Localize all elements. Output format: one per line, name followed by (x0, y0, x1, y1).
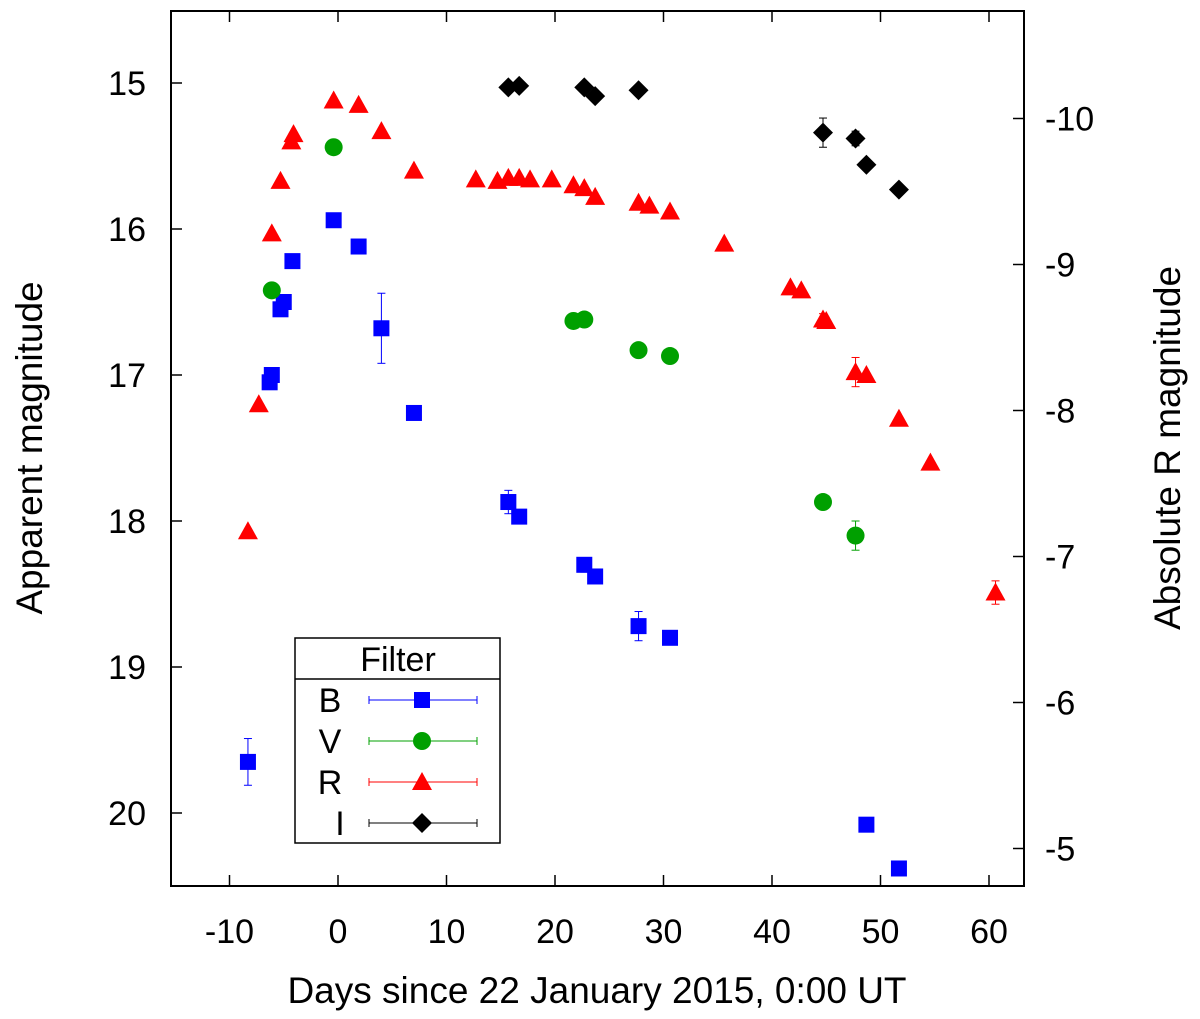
point-r (985, 582, 1006, 601)
x-tick-label: 0 (329, 913, 348, 951)
point-r (541, 169, 562, 188)
point-r (574, 178, 595, 197)
point-r (520, 169, 541, 188)
point-r (270, 170, 291, 189)
point-b (275, 294, 292, 310)
point-r (371, 121, 392, 140)
point-b (630, 618, 647, 635)
point-r (237, 521, 258, 540)
x-axis-ticks: -10 0 10 20 30 40 50 60 (205, 11, 1008, 951)
point-v (846, 526, 865, 545)
legend-label: I (335, 805, 344, 843)
point-r (348, 94, 369, 113)
x-tick-label: 20 (536, 913, 574, 951)
point-b (350, 238, 367, 255)
point-i (812, 122, 833, 143)
point-b (239, 753, 256, 770)
y2-tick-label: -10 (1045, 101, 1094, 139)
x-tick-label: 30 (645, 913, 683, 951)
legend-label: R (318, 764, 343, 802)
point-i (845, 128, 866, 149)
point-b (373, 320, 390, 337)
point-r (639, 195, 660, 214)
y2-tick-label: -9 (1045, 247, 1075, 285)
y-axis-ticks: 15 16 17 18 19 20 (108, 65, 182, 833)
point-b (511, 508, 528, 525)
y2-tick-label: -6 (1045, 685, 1075, 723)
point-v (813, 493, 832, 512)
x-tick-label: 60 (970, 913, 1008, 951)
point-i (509, 75, 530, 96)
point-r (660, 201, 681, 220)
point-b (662, 629, 679, 646)
legend-label: V (319, 723, 342, 761)
x-tick-label: -10 (205, 913, 254, 951)
point-r (920, 452, 941, 471)
point-v (629, 341, 648, 360)
y-tick-label: 15 (108, 65, 146, 103)
y2-axis-label: Absolute R magnitude (1147, 266, 1188, 630)
point-r (585, 186, 606, 205)
legend-marker-b (414, 692, 430, 708)
data-points (237, 75, 1006, 877)
legend-label: B (319, 682, 342, 720)
point-b (858, 816, 875, 833)
y-tick-label: 20 (108, 795, 146, 833)
point-r (283, 124, 304, 143)
y-tick-label: 18 (108, 503, 146, 541)
point-b (263, 367, 280, 383)
y-tick-label: 19 (108, 649, 146, 687)
point-r (888, 408, 909, 427)
point-r (714, 233, 735, 252)
point-r (248, 394, 269, 413)
legend-marker-i (412, 813, 432, 833)
point-i (585, 86, 606, 107)
legend-marker-v (413, 732, 431, 750)
point-i (888, 179, 909, 200)
point-v (262, 281, 281, 300)
point-r (856, 365, 877, 383)
point-b (325, 212, 342, 229)
y-tick-label: 17 (108, 357, 146, 395)
point-v (575, 310, 594, 329)
x-tick-label: 50 (862, 913, 900, 951)
point-r (323, 90, 344, 109)
point-v (661, 347, 680, 366)
legend-title: Filter (360, 641, 436, 679)
x-axis-label: Days since 22 January 2015, 0:00 UT (287, 970, 906, 1011)
point-v (324, 138, 343, 157)
point-b (890, 860, 907, 877)
point-b (284, 253, 301, 270)
point-b (500, 494, 517, 511)
point-r (465, 169, 486, 188)
y-axis-label: Apparent magnitude (9, 281, 50, 614)
point-b (405, 404, 422, 421)
point-r (261, 223, 282, 242)
point-r (403, 160, 424, 179)
y-tick-label: 16 (108, 211, 146, 249)
legend-marker-r (412, 772, 432, 790)
y2-tick-label: -5 (1045, 831, 1075, 869)
x-tick-label: 40 (753, 913, 791, 951)
y2-tick-label: -7 (1045, 539, 1075, 577)
point-b (587, 568, 604, 585)
point-i (856, 154, 877, 175)
x-tick-label: 10 (428, 913, 466, 951)
y2-tick-label: -8 (1045, 393, 1075, 431)
y2-axis-ticks: -10 -9 -8 -7 -6 -5 (1013, 101, 1094, 869)
point-r (816, 310, 837, 329)
point-r (791, 280, 812, 299)
point-i (628, 80, 649, 101)
